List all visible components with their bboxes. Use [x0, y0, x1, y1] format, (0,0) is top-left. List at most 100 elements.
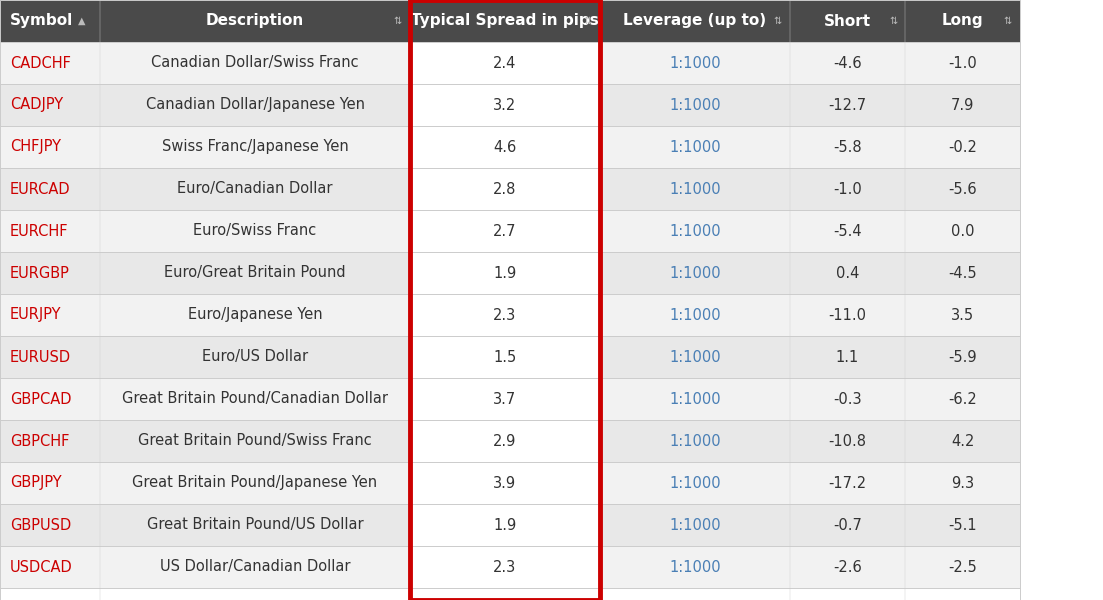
Bar	[0, 0, 100, 42]
Text: 0.0: 0.0	[951, 223, 974, 238]
Bar	[100, 462, 410, 504]
Text: GBPCAD: GBPCAD	[10, 391, 72, 407]
Bar	[410, 378, 600, 420]
Text: 4.2: 4.2	[951, 433, 974, 449]
Bar	[410, 42, 600, 84]
Bar	[600, 462, 790, 504]
Bar	[0, 504, 100, 546]
Bar	[600, 84, 790, 126]
Text: GBPCHF: GBPCHF	[10, 433, 69, 449]
Text: EURGBP: EURGBP	[10, 265, 69, 280]
Bar	[790, 210, 904, 252]
Text: ⇅: ⇅	[1004, 16, 1013, 26]
Text: -12.7: -12.7	[828, 97, 867, 113]
Text: ▲: ▲	[78, 16, 86, 26]
Bar	[600, 378, 790, 420]
Bar	[790, 546, 904, 588]
Bar	[410, 294, 600, 336]
Text: 7.9: 7.9	[951, 97, 974, 113]
Text: Canadian Dollar/Japanese Yen: Canadian Dollar/Japanese Yen	[146, 97, 364, 113]
Text: 0.4: 0.4	[836, 265, 859, 280]
Bar	[0, 336, 100, 378]
Text: EURCAD: EURCAD	[10, 181, 71, 196]
Text: 1:1000: 1:1000	[670, 181, 721, 196]
Text: Swiss Franc/Japanese Yen: Swiss Franc/Japanese Yen	[162, 139, 349, 154]
Bar	[100, 210, 410, 252]
Bar	[0, 168, 100, 210]
Text: ⇅: ⇅	[889, 16, 897, 26]
Bar	[0, 462, 100, 504]
Text: Great Britain Pound/US Dollar: Great Britain Pound/US Dollar	[147, 517, 363, 533]
Text: 1.9: 1.9	[493, 517, 516, 533]
Bar	[410, 84, 600, 126]
Text: -4.6: -4.6	[833, 55, 861, 70]
Text: -1.0: -1.0	[833, 181, 861, 196]
Bar	[904, 504, 1020, 546]
Bar	[600, 126, 790, 168]
Text: 1:1000: 1:1000	[670, 559, 721, 575]
Bar	[600, 420, 790, 462]
Bar	[600, 546, 790, 588]
Bar	[100, 294, 410, 336]
Text: 9.3: 9.3	[951, 475, 974, 491]
Text: 2.7: 2.7	[493, 223, 516, 238]
Bar	[904, 462, 1020, 504]
Text: Canadian Dollar/Swiss Franc: Canadian Dollar/Swiss Franc	[151, 55, 358, 70]
Text: 1.9: 1.9	[493, 265, 516, 280]
Text: 1.5: 1.5	[493, 349, 516, 364]
Text: 4.6: 4.6	[493, 139, 516, 154]
Bar	[600, 210, 790, 252]
Text: 1:1000: 1:1000	[670, 307, 721, 323]
Text: 1:1000: 1:1000	[670, 265, 721, 280]
Text: -6.2: -6.2	[949, 391, 977, 407]
Text: 1:1000: 1:1000	[670, 139, 721, 154]
Bar	[0, 378, 100, 420]
Text: -2.5: -2.5	[949, 559, 977, 575]
Bar	[600, 252, 790, 294]
Bar	[600, 42, 790, 84]
Text: -0.2: -0.2	[949, 139, 977, 154]
Bar	[100, 378, 410, 420]
Text: 2.3: 2.3	[493, 307, 516, 323]
Text: US Dollar/Canadian Dollar: US Dollar/Canadian Dollar	[160, 559, 351, 575]
Bar	[410, 210, 600, 252]
Text: -0.7: -0.7	[833, 517, 861, 533]
Bar	[100, 0, 410, 42]
Text: -5.4: -5.4	[833, 223, 861, 238]
Bar	[410, 168, 600, 210]
Text: Long: Long	[942, 13, 983, 28]
Text: 3.9: 3.9	[493, 475, 516, 491]
Bar	[100, 84, 410, 126]
Text: EURJPY: EURJPY	[10, 307, 62, 323]
Bar	[600, 0, 790, 42]
Text: ⇅: ⇅	[583, 16, 592, 26]
Text: 2.8: 2.8	[493, 181, 516, 196]
Text: -5.1: -5.1	[949, 517, 977, 533]
Bar	[100, 336, 410, 378]
Bar	[790, 126, 904, 168]
Bar	[904, 0, 1020, 42]
Bar	[100, 420, 410, 462]
Text: -4.5: -4.5	[949, 265, 977, 280]
Text: 1:1000: 1:1000	[670, 349, 721, 364]
Text: GBPJPY: GBPJPY	[10, 475, 62, 491]
Bar	[100, 546, 410, 588]
Bar	[904, 252, 1020, 294]
Bar	[0, 42, 100, 84]
Bar	[904, 168, 1020, 210]
Text: Euro/Japanese Yen: Euro/Japanese Yen	[188, 307, 322, 323]
Bar	[790, 462, 904, 504]
Text: Euro/Canadian Dollar: Euro/Canadian Dollar	[178, 181, 333, 196]
Bar	[904, 84, 1020, 126]
Text: 1:1000: 1:1000	[670, 433, 721, 449]
Text: -5.9: -5.9	[949, 349, 977, 364]
Text: Short: Short	[824, 13, 871, 28]
Text: USDCAD: USDCAD	[10, 559, 73, 575]
Text: CADCHF: CADCHF	[10, 55, 71, 70]
Text: 2.3: 2.3	[493, 559, 516, 575]
Bar	[790, 420, 904, 462]
Text: -2.6: -2.6	[833, 559, 861, 575]
Bar	[100, 504, 410, 546]
Text: Great Britain Pound/Japanese Yen: Great Britain Pound/Japanese Yen	[132, 475, 377, 491]
Text: -17.2: -17.2	[828, 475, 867, 491]
